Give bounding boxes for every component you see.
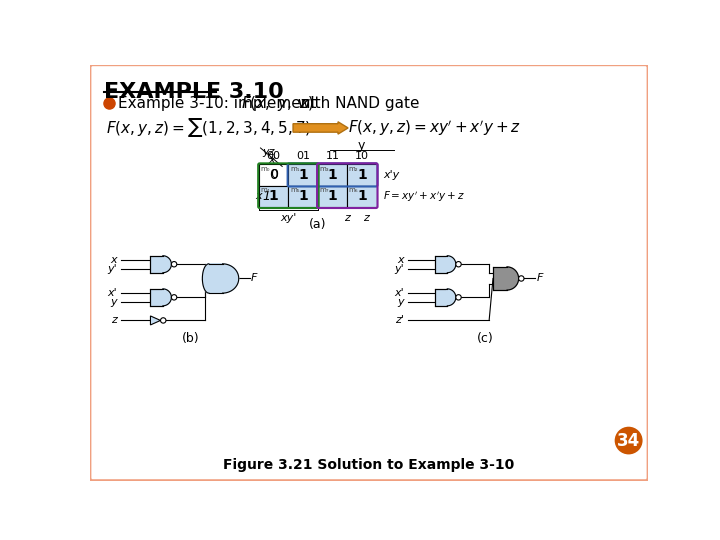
Polygon shape [150,316,161,325]
Circle shape [171,261,177,267]
Text: 00: 00 [266,151,281,161]
Bar [493,267,507,290]
Bar [347,186,377,207]
Text: 0: 0 [269,168,278,182]
Bar [318,186,347,207]
Text: Example 3-10: implement: Example 3-10: implement [118,96,321,111]
Text: (c): (c) [477,332,494,345]
Text: 1: 1 [298,190,308,204]
Text: 1: 1 [298,168,308,182]
Text: m₁: m₁ [290,166,300,172]
Text: with NAND gate: with NAND gate [293,96,420,111]
Text: x': x' [107,288,117,298]
Bar [150,256,163,273]
Circle shape [456,261,462,267]
Text: m₂: m₂ [349,166,359,172]
Text: y: y [397,297,404,307]
Bar [259,186,289,207]
Bar [150,289,163,306]
Text: 1: 1 [328,168,338,182]
Text: 1: 1 [357,168,367,182]
Text: 1: 1 [357,190,367,204]
Text: y': y' [395,264,404,274]
Bar [259,164,289,186]
Text: z: z [363,213,369,224]
Text: z': z' [395,315,404,326]
Text: m₀: m₀ [261,166,270,172]
Polygon shape [163,289,171,306]
Text: F: F [251,273,258,284]
Text: x: x [256,192,262,201]
Bar [347,164,377,186]
Text: x: x [268,156,274,165]
Bar [435,256,447,273]
Text: xy': xy' [280,213,297,224]
Text: $F = xy' + x'y + z$: $F = xy' + x'y + z$ [383,190,465,204]
Text: EXAMPLE 3.10: EXAMPLE 3.10 [104,82,284,102]
Text: x: x [110,255,117,265]
Text: m₆: m₆ [349,187,359,193]
FancyBboxPatch shape [90,65,648,481]
Text: x: x [397,255,404,265]
Polygon shape [447,256,456,273]
Circle shape [456,295,462,300]
Text: Figure 3.21 Solution to Example 3-10: Figure 3.21 Solution to Example 3-10 [223,458,515,472]
Circle shape [518,276,524,281]
Bar [289,186,318,207]
Text: (b): (b) [182,332,199,345]
Text: (a): (a) [309,218,327,231]
Text: F: F [536,273,543,284]
Polygon shape [202,264,239,293]
FancyArrow shape [293,122,348,134]
Text: y': y' [107,264,117,274]
Text: 1: 1 [328,190,338,204]
Circle shape [161,318,166,323]
Polygon shape [163,256,171,273]
Bar [435,289,447,306]
Text: y: y [110,297,117,307]
Text: 11: 11 [325,151,340,161]
Polygon shape [447,289,456,306]
Text: y: y [358,139,365,152]
Text: m₇: m₇ [320,187,329,193]
Text: 34: 34 [617,431,640,450]
Circle shape [171,295,177,300]
Text: 10: 10 [355,151,369,161]
Bar [318,164,347,186]
Text: $F(x,y,z) = xy' + x'y + z$: $F(x,y,z) = xy' + x'y + z$ [348,118,521,138]
Text: m₄: m₄ [261,187,270,193]
Polygon shape [507,267,518,290]
Text: x'y: x'y [383,170,399,180]
Text: yz: yz [262,147,274,157]
Text: z: z [112,315,117,326]
Text: $F(x,\ y,\ z)$: $F(x,\ y,\ z)$ [241,94,314,113]
Text: x': x' [395,288,404,298]
Text: m₃: m₃ [320,166,329,172]
Circle shape [615,427,642,455]
Text: $F(x,y,z) = \sum(1,2,3,4,5,7)$: $F(x,y,z) = \sum(1,2,3,4,5,7)$ [106,117,311,139]
Text: m₅: m₅ [290,187,300,193]
Text: 1: 1 [263,190,271,203]
Text: z: z [344,213,350,224]
Bar [289,164,318,186]
Text: 01: 01 [296,151,310,161]
Text: 1: 1 [269,190,279,204]
Text: 0: 0 [270,168,278,181]
